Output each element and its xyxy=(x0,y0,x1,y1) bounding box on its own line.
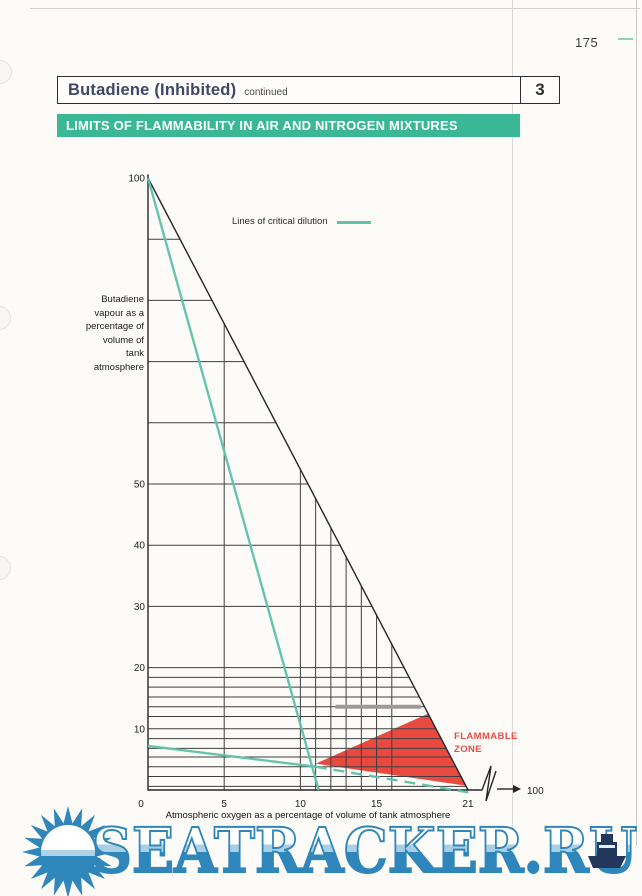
x-axis-title: Atmospheric oxygen as a percentage of vo… xyxy=(165,810,451,821)
svg-text:30: 30 xyxy=(134,602,146,613)
svg-text:100: 100 xyxy=(128,174,145,185)
continued-label: continued xyxy=(244,87,288,98)
cargo-ship-icon xyxy=(588,834,626,868)
flammable-zone-area xyxy=(315,713,467,786)
critical-dilution-line xyxy=(147,744,316,768)
critical-dilution-line xyxy=(146,177,320,791)
svg-text:15: 15 xyxy=(371,799,383,810)
y-axis-title: Butadiene vapour as a percentage of volu… xyxy=(85,294,144,373)
svg-text:20: 20 xyxy=(134,663,146,674)
section-banner: LIMITS OF FLAMMABILITY IN AIR AND NITROG… xyxy=(57,114,520,137)
chemical-header-box: Butadiene (Inhibited) continued xyxy=(57,76,522,104)
svg-text:10: 10 xyxy=(295,799,307,810)
flammable-zone-label: FLAMMABLE ZONE xyxy=(454,731,518,755)
svg-text:21: 21 xyxy=(462,799,474,810)
svg-text:0: 0 xyxy=(138,799,144,810)
chemical-title: Butadiene (Inhibited) xyxy=(68,80,237,99)
page-fold-line xyxy=(512,0,513,858)
svg-text:50: 50 xyxy=(134,480,146,491)
legend-line-swatch xyxy=(337,221,371,224)
svg-text:10: 10 xyxy=(134,724,146,735)
watermark-text: SEATRACKER.RU xyxy=(92,814,637,887)
axis-arrow-icon xyxy=(513,785,521,793)
svg-text:100: 100 xyxy=(527,786,544,797)
page-number: 175 xyxy=(575,35,599,50)
watermark-text-svg: SEATRACKER.RU xyxy=(91,813,638,888)
sun-over-sea-icon xyxy=(22,806,114,896)
page-edge-line xyxy=(636,0,637,846)
scan-edge-line-top xyxy=(30,8,640,9)
margin-tick-mark xyxy=(618,38,633,40)
axis-break-icon xyxy=(472,765,497,802)
air-line xyxy=(147,177,469,791)
section-number: 3 xyxy=(535,80,545,99)
site-watermark: SEATRACKER.RU xyxy=(0,804,642,896)
legend-label: Lines of critical dilution xyxy=(232,216,328,227)
svg-text:5: 5 xyxy=(221,799,227,810)
section-number-box: 3 xyxy=(520,76,560,104)
critical-dilution-line xyxy=(315,765,473,795)
svg-text:40: 40 xyxy=(134,541,146,552)
